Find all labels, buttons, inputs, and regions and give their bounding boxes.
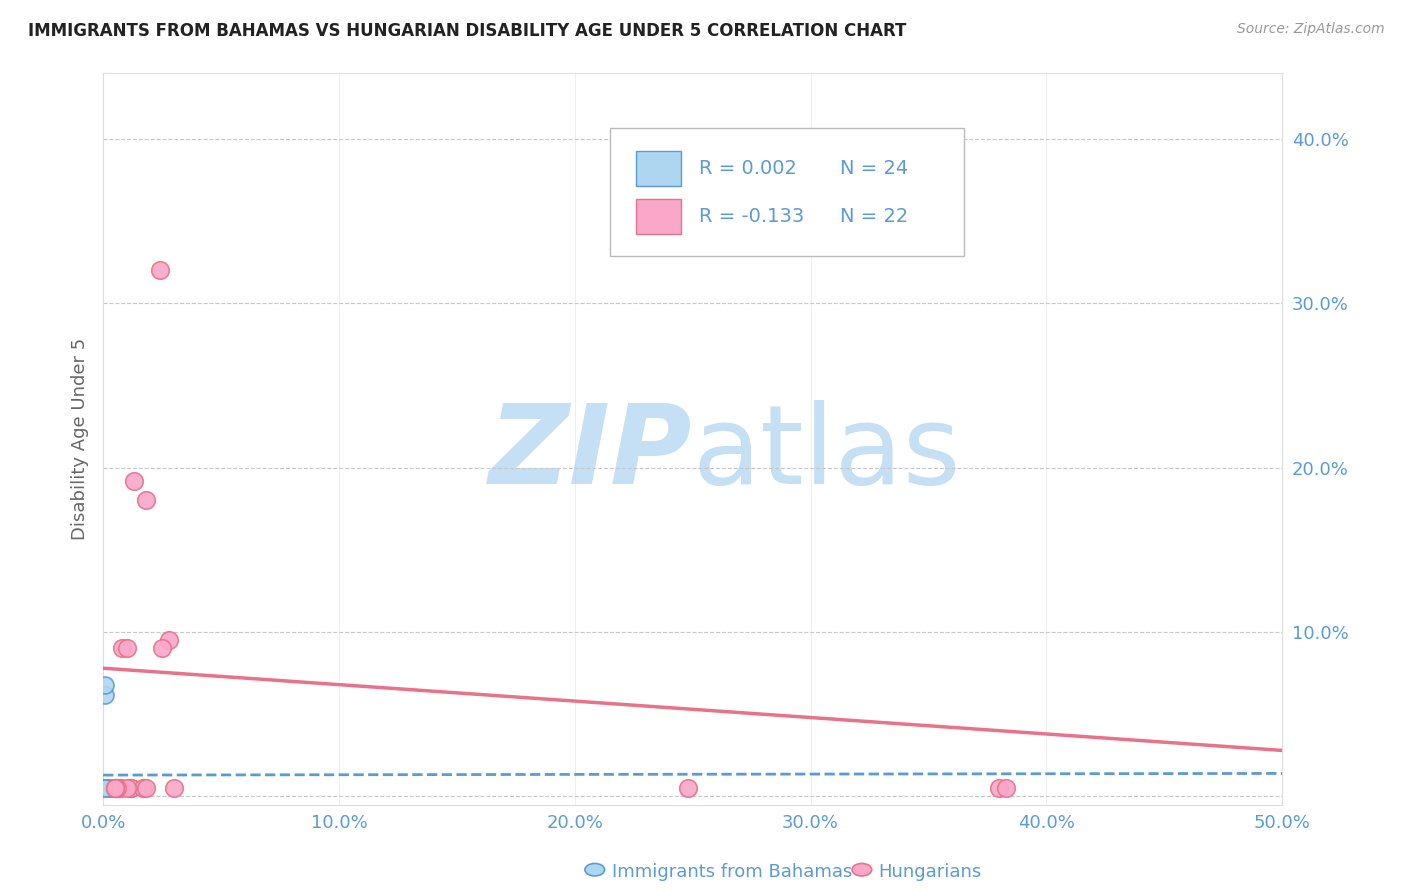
Text: atlas: atlas: [693, 400, 962, 507]
Point: [94, 781, 117, 796]
Point: [105, 781, 128, 796]
Point: [94, 781, 117, 796]
Point: [94, 781, 117, 796]
Point: [97, 781, 120, 796]
Point: [150, 641, 173, 656]
Point: [135, 493, 157, 508]
Point: [988, 781, 1011, 796]
Point: [135, 781, 157, 796]
Point: [94, 781, 117, 796]
Text: Hungarians: Hungarians: [879, 863, 981, 881]
Y-axis label: Disability Age Under 5: Disability Age Under 5: [72, 338, 89, 540]
Text: N = 22: N = 22: [839, 207, 908, 226]
Point: [94, 781, 117, 796]
Point: [97, 781, 120, 796]
Point: [115, 781, 138, 796]
Text: R = -0.133: R = -0.133: [699, 207, 804, 226]
Point: [97, 781, 120, 796]
Point: [94, 781, 117, 796]
Point: [98, 781, 121, 796]
Text: ZIP: ZIP: [489, 400, 693, 507]
Point: [97, 781, 120, 796]
Text: Immigrants from Bahamas: Immigrants from Bahamas: [612, 863, 852, 881]
Point: [104, 781, 127, 796]
Point: [94, 781, 117, 796]
Text: R = 0.002: R = 0.002: [699, 160, 796, 178]
Point: [94, 678, 117, 692]
Point: [104, 781, 127, 796]
Text: Source: ZipAtlas.com: Source: ZipAtlas.com: [1237, 22, 1385, 37]
Point: [97, 781, 120, 796]
FancyBboxPatch shape: [636, 152, 681, 186]
Point: [120, 781, 142, 796]
Text: N = 24: N = 24: [839, 160, 908, 178]
Point: [120, 781, 142, 796]
Point: [94, 781, 117, 796]
Point: [108, 781, 131, 796]
FancyBboxPatch shape: [636, 199, 681, 234]
Point: [94, 688, 117, 702]
Point: [104, 781, 127, 796]
Point: [108, 781, 131, 796]
Point: [157, 633, 180, 648]
Point: [94, 781, 117, 796]
Point: [132, 781, 155, 796]
Point: [115, 641, 138, 656]
Point: [995, 781, 1018, 796]
Point: [94, 781, 117, 796]
Point: [97, 781, 120, 796]
Point: [122, 474, 145, 488]
Point: [676, 781, 699, 796]
Point: [111, 641, 134, 656]
Point: [149, 263, 172, 277]
FancyBboxPatch shape: [610, 128, 965, 256]
Point: [163, 781, 186, 796]
Point: [94, 781, 117, 796]
Point: [94, 781, 117, 796]
Text: IMMIGRANTS FROM BAHAMAS VS HUNGARIAN DISABILITY AGE UNDER 5 CORRELATION CHART: IMMIGRANTS FROM BAHAMAS VS HUNGARIAN DIS…: [28, 22, 907, 40]
Point: [94, 781, 117, 796]
Point: [94, 781, 117, 796]
Point: [94, 781, 117, 796]
